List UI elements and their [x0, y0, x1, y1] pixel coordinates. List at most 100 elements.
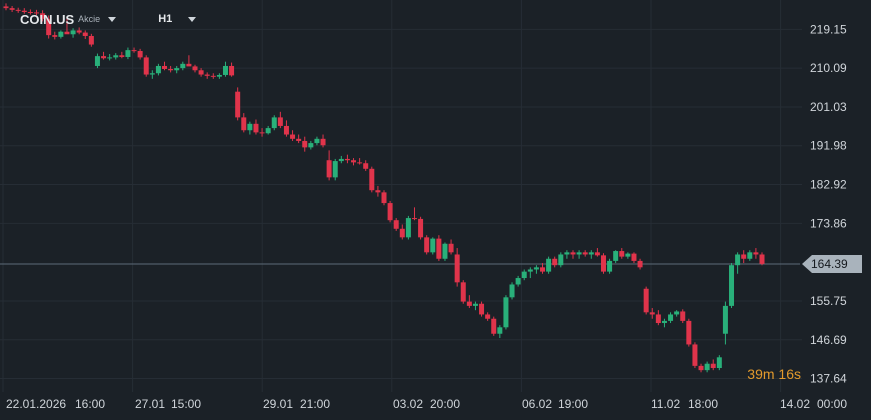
candle: [387, 200, 393, 223]
x-tick-label: 19:00: [558, 397, 588, 411]
candle: [52, 31, 58, 40]
current-price-label: 164.39: [811, 257, 848, 271]
candle: [735, 252, 741, 274]
candle: [722, 301, 728, 345]
chart-toolbar: COIN.US Akcie H1: [20, 9, 197, 29]
candle: [357, 158, 363, 165]
candle: [204, 72, 210, 79]
candle: [21, 8, 27, 14]
candle: [290, 130, 296, 141]
candle: [710, 359, 716, 371]
candle: [424, 235, 430, 255]
candle: [40, 10, 46, 22]
symbol-dropdown-icon[interactable]: [108, 16, 117, 22]
countdown-minutes: 39: [747, 366, 763, 382]
candle: [436, 235, 442, 261]
candle: [192, 64, 198, 73]
timeframe-dropdown-icon[interactable]: [188, 16, 197, 22]
candle: [588, 250, 594, 259]
y-tick-label: 182.92: [810, 178, 847, 192]
candle: [393, 218, 399, 231]
candle: [442, 242, 448, 261]
candle: [344, 154, 350, 164]
candle: [747, 250, 753, 261]
candle: [210, 73, 216, 79]
symbol-label[interactable]: COIN.US: [20, 11, 75, 27]
candle: [247, 121, 253, 135]
candle: [552, 256, 558, 268]
candle: [661, 318, 667, 328]
candle: [381, 190, 387, 206]
candle: [351, 158, 357, 166]
candle: [143, 55, 149, 77]
candle: [113, 53, 119, 60]
candle: [33, 9, 39, 15]
candle: [405, 215, 411, 240]
candle: [515, 275, 521, 287]
candle: [582, 250, 588, 257]
candle: [369, 166, 375, 193]
candle: [235, 87, 241, 121]
candles: [3, 3, 765, 373]
candle: [674, 310, 680, 317]
candle: [180, 61, 186, 71]
candle: [259, 128, 265, 137]
candle: [613, 250, 619, 264]
candle: [107, 53, 113, 61]
candle: [479, 301, 485, 317]
candle: [649, 308, 655, 319]
y-tick-label: 219.15: [810, 22, 847, 36]
candle: [174, 65, 180, 74]
candle: [576, 250, 582, 259]
candle: [460, 280, 466, 304]
candle: [637, 258, 643, 270]
x-tick-label: 29.01: [263, 397, 293, 411]
x-tick-label: 27.01: [135, 397, 165, 411]
y-tick-label: 146.69: [810, 333, 847, 347]
candle: [759, 252, 765, 266]
candle: [741, 250, 747, 264]
candle: [418, 216, 424, 240]
candle: [162, 61, 168, 71]
candle: [430, 237, 436, 255]
candle: [686, 318, 692, 347]
x-tick-label: 11.02: [651, 397, 680, 411]
timeframe-selector[interactable]: H1: [158, 13, 173, 25]
x-axis: 22.01.2026 16:00 27.01 15:00 29.01 21:00 03.02…: [6, 397, 847, 411]
candle: [253, 119, 259, 135]
candle: [448, 239, 454, 255]
candle: [497, 325, 503, 339]
countdown-seconds-unit: s: [794, 366, 801, 382]
x-tick-label: 03.02: [393, 397, 423, 411]
x-tick-label: 16:00: [75, 397, 105, 411]
candle: [119, 51, 125, 59]
y-tick-label: 210.09: [810, 61, 847, 75]
candle: [704, 361, 710, 373]
candle: [540, 263, 546, 274]
grid: [0, 0, 802, 392]
candle: [70, 28, 76, 38]
candle: [265, 125, 271, 135]
candle: [125, 47, 131, 60]
candle: [155, 63, 161, 76]
candle-countdown: 39m 16s: [747, 366, 801, 382]
candle: [411, 207, 417, 221]
countdown-seconds: 16: [778, 366, 794, 382]
y-tick-label: 155.75: [810, 294, 847, 308]
candle: [564, 250, 570, 259]
candle: [3, 3, 9, 11]
candle: [302, 136, 308, 152]
candle: [607, 258, 613, 274]
x-tick-label: 15:00: [171, 397, 201, 411]
candle: [375, 185, 381, 197]
candle: [186, 55, 192, 67]
candle: [546, 256, 552, 274]
candle: [509, 282, 515, 300]
candle: [277, 111, 283, 129]
candle: [271, 115, 277, 131]
candle: [625, 252, 631, 259]
candle: [668, 312, 674, 324]
candle: [692, 342, 698, 369]
candle: [58, 30, 64, 39]
